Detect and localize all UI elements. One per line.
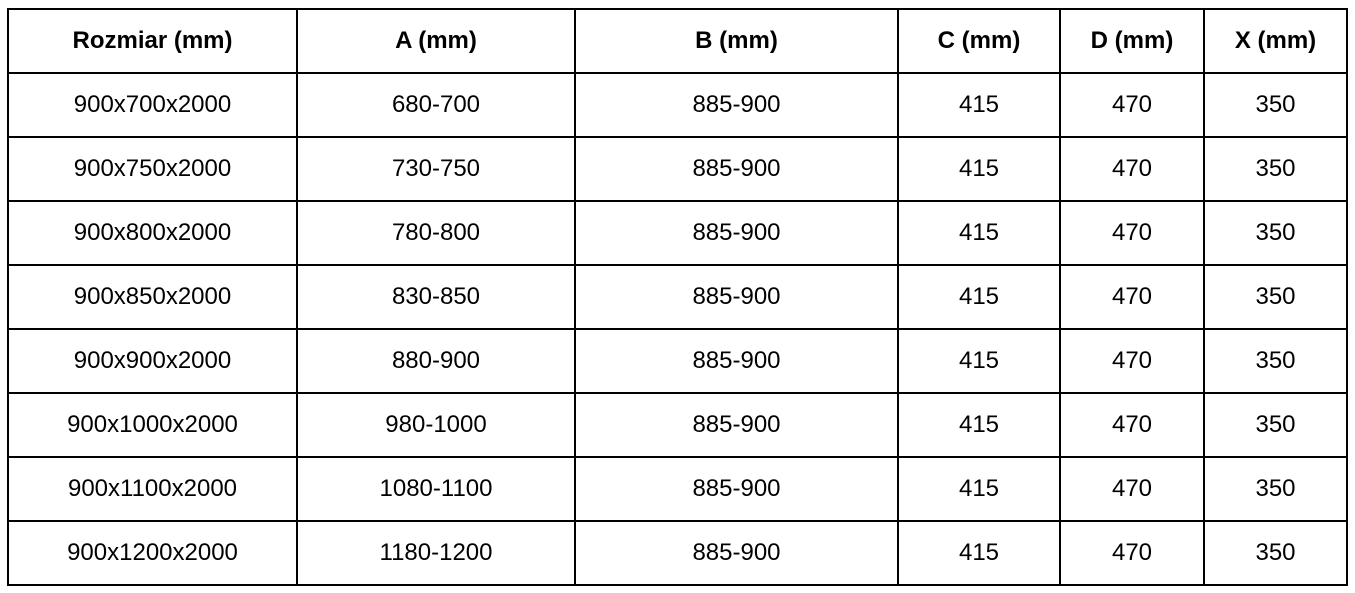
column-header-c: C (mm) xyxy=(897,8,1061,74)
cell-d: 470 xyxy=(1059,328,1205,394)
cell-a: 1180-1200 xyxy=(296,520,576,586)
table-row: 900x800x2000 780-800 885-900 415 470 350 xyxy=(7,200,1348,266)
cell-c: 415 xyxy=(897,136,1061,202)
header-row: Rozmiar (mm) A (mm) B (mm) C (mm) D (mm) X (m… xyxy=(7,8,1348,74)
cell-x: 350 xyxy=(1203,456,1348,522)
cell-size: 900x850x2000 xyxy=(7,264,298,330)
cell-c: 415 xyxy=(897,456,1061,522)
cell-c: 415 xyxy=(897,520,1061,586)
cell-size: 900x900x2000 xyxy=(7,328,298,394)
cell-d: 470 xyxy=(1059,264,1205,330)
table-row: 900x900x2000 880-900 885-900 415 470 350 xyxy=(7,328,1348,394)
column-header-size: Rozmiar (mm) xyxy=(7,8,298,74)
cell-a: 880-900 xyxy=(296,328,576,394)
cell-d: 470 xyxy=(1059,520,1205,586)
cell-b: 885-900 xyxy=(574,200,899,266)
cell-d: 470 xyxy=(1059,392,1205,458)
table-row: 900x1100x2000 1080-1100 885-900 415 470 350 xyxy=(7,456,1348,522)
cell-c: 415 xyxy=(897,200,1061,266)
cell-size: 900x750x2000 xyxy=(7,136,298,202)
cell-c: 415 xyxy=(897,72,1061,138)
column-header-x: X (mm) xyxy=(1203,8,1348,74)
cell-c: 415 xyxy=(897,392,1061,458)
cell-x: 350 xyxy=(1203,328,1348,394)
cell-a: 780-800 xyxy=(296,200,576,266)
cell-size: 900x1000x2000 xyxy=(7,392,298,458)
cell-a: 980-1000 xyxy=(296,392,576,458)
cell-size: 900x800x2000 xyxy=(7,200,298,266)
cell-a: 730-750 xyxy=(296,136,576,202)
cell-x: 350 xyxy=(1203,200,1348,266)
cell-b: 885-900 xyxy=(574,456,899,522)
cell-size: 900x700x2000 xyxy=(7,72,298,138)
cell-x: 350 xyxy=(1203,392,1348,458)
cell-a: 830-850 xyxy=(296,264,576,330)
cell-x: 350 xyxy=(1203,72,1348,138)
column-header-b: B (mm) xyxy=(574,8,899,74)
cell-b: 885-900 xyxy=(574,72,899,138)
cell-d: 470 xyxy=(1059,200,1205,266)
cell-x: 350 xyxy=(1203,136,1348,202)
cell-size: 900x1200x2000 xyxy=(7,520,298,586)
column-header-d: D (mm) xyxy=(1059,8,1205,74)
cell-b: 885-900 xyxy=(574,328,899,394)
cell-x: 350 xyxy=(1203,264,1348,330)
table-row: 900x1200x2000 1180-1200 885-900 415 470 350 xyxy=(7,520,1348,586)
cell-x: 350 xyxy=(1203,520,1348,586)
cell-b: 885-900 xyxy=(574,264,899,330)
cell-size: 900x1100x2000 xyxy=(7,456,298,522)
cell-b: 885-900 xyxy=(574,136,899,202)
table-row: 900x750x2000 730-750 885-900 415 470 350 xyxy=(7,136,1348,202)
table-row: 900x1000x2000 980-1000 885-900 415 470 350 xyxy=(7,392,1348,458)
cell-d: 470 xyxy=(1059,136,1205,202)
cell-b: 885-900 xyxy=(574,520,899,586)
column-header-a: A (mm) xyxy=(296,8,576,74)
cell-c: 415 xyxy=(897,328,1061,394)
table-row: 900x850x2000 830-850 885-900 415 470 350 xyxy=(7,264,1348,330)
table-row: 900x700x2000 680-700 885-900 415 470 350 xyxy=(7,72,1348,138)
cell-c: 415 xyxy=(897,264,1061,330)
cell-a: 1080-1100 xyxy=(296,456,576,522)
cell-d: 470 xyxy=(1059,456,1205,522)
cell-a: 680-700 xyxy=(296,72,576,138)
cell-d: 470 xyxy=(1059,72,1205,138)
dimensions-table: Rozmiar (mm) A (mm) B (mm) C (mm) D (mm) X (m… xyxy=(7,8,1348,586)
cell-b: 885-900 xyxy=(574,392,899,458)
